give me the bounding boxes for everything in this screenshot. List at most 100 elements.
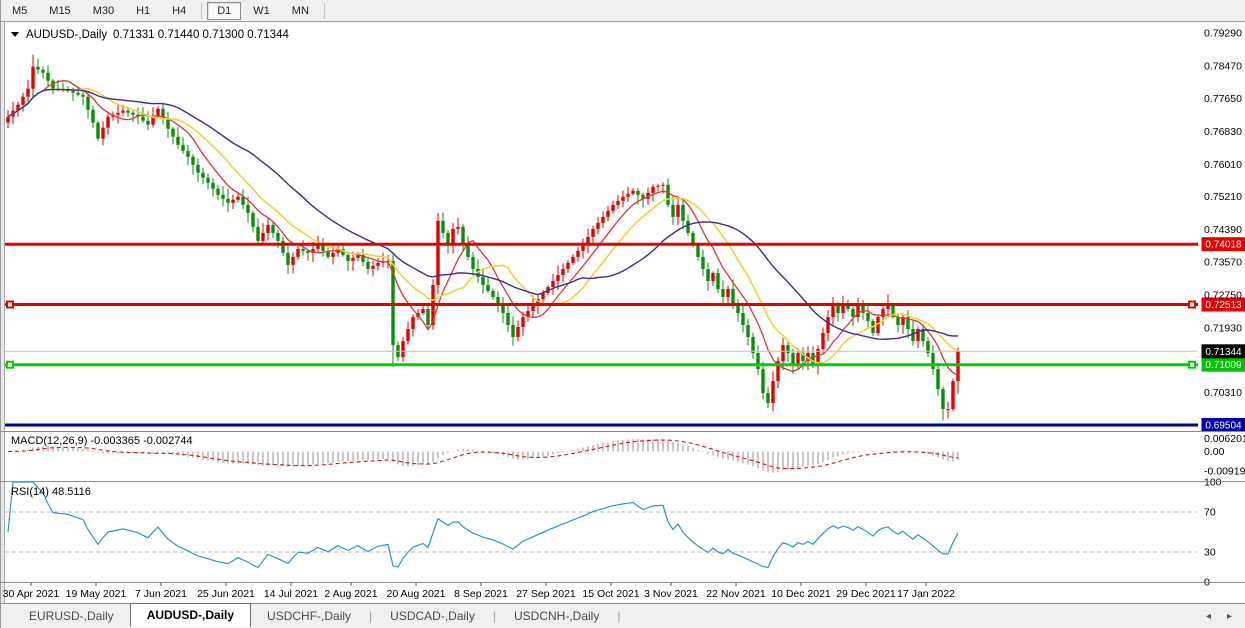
candle [661,184,665,186]
candle [596,222,600,229]
candle [511,325,515,337]
candle [221,194,225,199]
candle [946,409,950,411]
candle [71,90,75,93]
timeframe-button-d1[interactable]: D1 [207,1,242,20]
timeframe-button-h1[interactable]: H1 [136,4,151,17]
timeframe-button-m15[interactable]: M15 [49,4,71,17]
price-level-069504-tag-text: 0.69504 [1205,421,1242,432]
candle [731,289,735,305]
ma-line-15 [7,87,959,364]
candle [696,244,700,257]
candle [466,244,470,257]
timeframe-button-m30[interactable]: M30 [92,4,115,17]
candle [116,112,120,115]
candle [131,112,135,115]
candle [36,66,40,70]
candle [886,305,890,309]
candle [751,337,755,354]
candle [331,252,335,257]
timeframe-button-mn[interactable]: MN [291,4,309,17]
candle [196,164,200,173]
candle [176,136,180,145]
timeframe-button-m5[interactable]: M5 [12,4,28,17]
candle [366,261,370,269]
tab-audusd[interactable]: AUDUSD-,Daily [129,603,252,627]
hline-handle[interactable] [1188,300,1196,309]
candle [791,353,795,366]
current-price-tag [1201,344,1245,359]
candle [551,281,555,287]
candle [911,329,915,341]
hline-handle[interactable] [6,360,14,369]
candle [256,226,260,241]
price-tick-label: 0.76010 [1204,159,1242,171]
candle [421,309,425,313]
candle [96,122,100,139]
moving-average-lines [7,80,959,376]
candle [481,277,485,285]
candle [826,317,830,333]
candle [376,262,380,266]
price-tick-label: 0.71930 [1204,322,1242,334]
candle [356,254,360,258]
price-level-074018-tag [1201,237,1245,252]
chart-dropdown-icon[interactable] [11,32,19,37]
tab-eurusd[interactable]: EURUSD-,Daily [29,609,114,623]
candle [921,329,925,341]
candle [211,182,215,189]
candle [621,196,625,201]
candle [141,116,145,121]
tab-usdcnh[interactable]: USDCNH-,Daily [513,609,600,623]
candle [701,256,705,269]
candle [391,260,395,345]
candle [916,329,920,341]
chart-title-ohlc: 0.71331 0.71440 0.71300 0.71344 [113,29,289,41]
chart-canvas[interactable]: 0.74018 0.72513 0.71009 0.69504 0.71344 0.79… [1,22,1245,603]
candle [181,144,185,151]
candle [321,244,325,251]
candle [716,273,720,289]
macd-signal-line [7,439,959,470]
price-level-072513-tag-text: 0.72513 [1205,300,1242,311]
candle [311,248,315,253]
ma-line-8 [7,80,959,376]
hline-handle[interactable] [1188,360,1196,369]
candle [686,220,690,233]
rsi-tick-label: 70 [1204,507,1216,519]
tab-scroll-right-icon[interactable]: ▸ [1226,610,1232,622]
candle [171,128,175,137]
candle [601,216,605,223]
candle [241,196,245,205]
candle [901,317,905,325]
candle [931,353,935,370]
candle [516,327,520,337]
hline-handle[interactable] [6,300,14,309]
candle [531,305,535,311]
tab-separator: | [617,609,621,623]
candle [606,210,610,217]
timeframe-button-w1[interactable]: W1 [253,4,270,17]
candle [156,108,160,117]
candle [521,317,525,327]
candle [941,389,945,410]
price-level-074018-tag-text: 0.74018 [1205,240,1242,251]
tab-separator: | [492,609,496,623]
candle [746,325,750,337]
candle [291,256,295,265]
date-label: 2 Aug 2021 [324,588,377,600]
candle [286,252,290,265]
candle [201,172,205,178]
candle [796,353,800,366]
tab-usdchf[interactable]: USDCHF-,Daily [267,609,352,623]
tab-usdcad[interactable]: USDCAD-,Daily [390,609,475,623]
candle [651,186,655,193]
candle [896,317,900,325]
candle [326,250,330,257]
candle [736,305,740,313]
rsi-panel-series [5,482,1198,569]
timeframe-button-h4[interactable]: H4 [172,4,187,17]
candle [616,200,620,205]
candle [281,240,285,253]
tab-scroll-left-icon[interactable]: ◂ [1205,610,1211,622]
